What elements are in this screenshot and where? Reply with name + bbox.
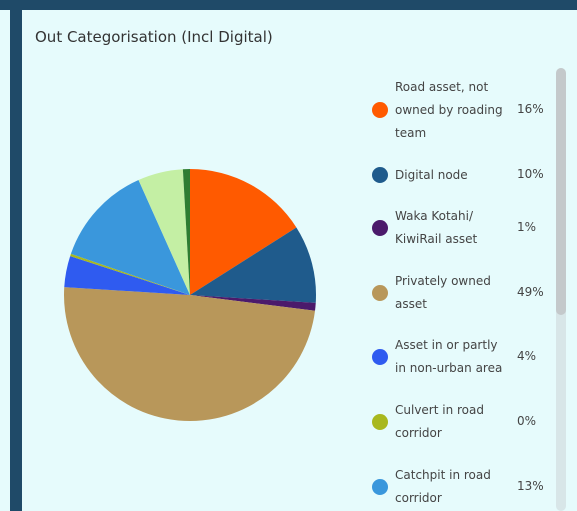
pie-slice bbox=[64, 256, 190, 295]
legend-label: Catchpit in road corridor bbox=[395, 468, 491, 505]
legend-swatch bbox=[372, 285, 388, 301]
legend-value: 10% bbox=[517, 167, 544, 181]
legend-value: 1% bbox=[517, 220, 537, 234]
frame bbox=[0, 0, 577, 10]
legend-value: 16% bbox=[517, 102, 544, 116]
legend-label: Road asset, not owned by roading team bbox=[395, 79, 503, 140]
legend-swatch bbox=[372, 349, 388, 365]
legend-value: 4% bbox=[517, 349, 537, 363]
scrollbar-thumb[interactable] bbox=[556, 68, 566, 315]
pie-slice bbox=[64, 287, 316, 421]
legend-swatch bbox=[372, 102, 388, 118]
legend-value: 13% bbox=[517, 479, 544, 493]
legend-swatch bbox=[372, 479, 388, 495]
legend-value: 0% bbox=[517, 414, 537, 428]
legend-value: 49% bbox=[517, 285, 544, 299]
pie-slice bbox=[138, 169, 190, 295]
legend-swatch bbox=[372, 220, 388, 236]
pie-chart bbox=[64, 169, 316, 421]
legend-label: Digital node bbox=[395, 167, 468, 182]
pie-slice bbox=[190, 169, 297, 295]
pie-slice bbox=[190, 295, 316, 311]
pie-slice bbox=[182, 169, 190, 295]
legend-label: Asset in or partly in non-urban area bbox=[395, 338, 503, 375]
pie-slice bbox=[70, 180, 190, 295]
chart-title: Out Categorisation (Incl Digital) bbox=[35, 28, 273, 46]
legend-label: Privately owned asset bbox=[395, 274, 491, 311]
pie-slice bbox=[70, 253, 190, 295]
pie-slice bbox=[190, 227, 316, 303]
frame bbox=[10, 0, 22, 511]
legend-label: Culvert in road corridor bbox=[395, 403, 484, 440]
legend-label: Waka Kotahi/ KiwiRail asset bbox=[395, 209, 478, 246]
legend-swatch bbox=[372, 167, 388, 183]
legend-swatch bbox=[372, 414, 388, 430]
